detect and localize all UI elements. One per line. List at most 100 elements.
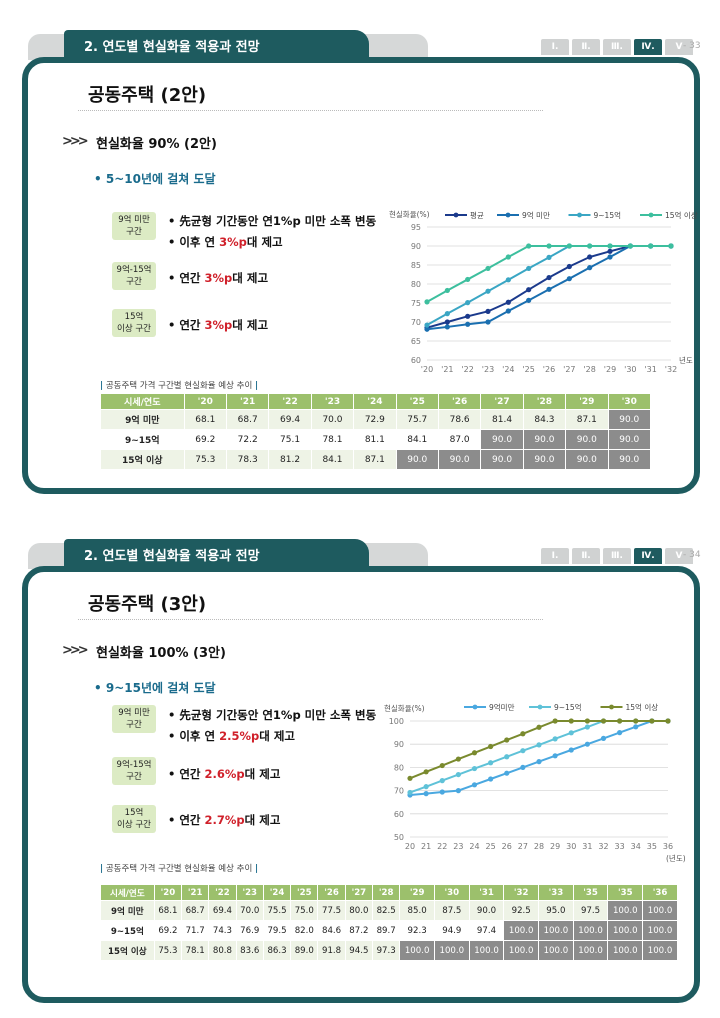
nav-tab-5[interactable]: Ⅴ: [665, 39, 693, 55]
nav-tab-1[interactable]: Ⅰ.: [541, 548, 569, 564]
nav-tab-2[interactable]: Ⅱ.: [572, 548, 600, 564]
data-point: [520, 731, 526, 737]
nav-tab-4[interactable]: Ⅳ.: [634, 548, 662, 564]
table-cell: 90.0: [607, 449, 651, 470]
nav-tab-2[interactable]: Ⅱ.: [572, 39, 600, 55]
bullet-text: 대 제고: [244, 813, 281, 827]
nav-tab-1[interactable]: Ⅰ.: [541, 39, 569, 55]
group-label-line: 구간: [126, 277, 142, 287]
highlight-rate: 3%p: [204, 318, 233, 332]
table-cell: 68.1: [153, 900, 183, 921]
data-point: [488, 776, 494, 782]
data-point: [485, 319, 491, 325]
data-point: [465, 321, 471, 327]
bullet-text: 대 제고: [259, 729, 295, 743]
nav-tab-4[interactable]: Ⅳ.: [634, 39, 662, 55]
data-point: [600, 735, 607, 741]
group-label-line: 구간: [126, 720, 142, 730]
data-point: [444, 324, 450, 330]
table-cell: 100.0: [503, 940, 540, 961]
table-cell: 90.0: [468, 900, 505, 921]
data-point: [648, 243, 654, 249]
table-cell: 69.2: [153, 920, 183, 941]
section-title: 2. 연도별 현실화율 적용과 전망: [64, 539, 369, 566]
data-point: [526, 287, 532, 293]
y-axis-label: 현실화율(%): [384, 703, 425, 713]
x-tick-label: 28: [534, 842, 544, 851]
table-cell: 71.7: [181, 920, 210, 941]
header-year-cell: '23: [235, 884, 264, 901]
data-point: [526, 265, 532, 272]
table-cell: 70.0: [310, 409, 355, 430]
table-cell: 75.0: [290, 900, 319, 921]
bullet-text: 대 제고: [232, 318, 269, 332]
bullet-line: • 이후 연 3%p대 제고: [168, 234, 283, 250]
x-tick-label: '27: [563, 365, 575, 374]
row-header-cell: 9~15억: [100, 429, 185, 450]
header-year-cell: '25: [395, 393, 439, 410]
table-row: 15억 이상 75.3 78.1 80.8 83.6 86.3 89.0 91.8 94.5 97…: [100, 940, 678, 961]
table-cell: 89.0: [290, 940, 319, 961]
data-point: [617, 718, 623, 724]
table-cell: 84.1: [310, 449, 355, 470]
group-label-under-900m: 9억 미만 구간: [112, 705, 156, 733]
table-cell: 100.0: [538, 940, 574, 961]
y-tick-label: 90: [411, 242, 421, 251]
x-tick-label: 23: [453, 842, 463, 851]
data-point: [536, 742, 542, 748]
row-header-cell: 15억 이상: [100, 449, 185, 470]
nav-tab-3[interactable]: Ⅲ.: [603, 548, 631, 564]
table-cell: 90.0: [565, 429, 609, 450]
bullet-line: • 연간 3%p대 제고: [168, 270, 268, 286]
data-point: [505, 254, 511, 260]
series-line: [426, 245, 671, 303]
y-tick-label: 90: [394, 740, 404, 749]
x-tick-label: 29: [550, 842, 560, 851]
table-cell: 100.0: [538, 920, 574, 941]
header-year-cell: '33: [538, 884, 574, 901]
x-tick-label: '31: [644, 365, 656, 374]
header-year-cell: '27: [344, 884, 374, 901]
header-year-cell: '35: [607, 884, 644, 901]
table-cell: 100.0: [572, 940, 609, 961]
data-point: [423, 791, 429, 797]
nav-tab-3[interactable]: Ⅲ.: [603, 39, 631, 55]
data-point: [504, 754, 510, 760]
x-tick-label: '32: [665, 365, 677, 374]
chart-svg: 50 60 70 80 90 100 20 21 22 23 24 25 26 27 28 29 30 31 32 3…: [384, 702, 686, 863]
nav-tab-5[interactable]: Ⅴ: [665, 548, 693, 564]
table-cell: 90.0: [607, 409, 651, 430]
x-tick-label: 30: [566, 842, 576, 851]
data-point: [552, 753, 558, 759]
page-number: - 34: [683, 550, 701, 560]
table-row: 9억 미만 68.1 68.7 69.4 70.0 75.5 75.0 77.5 80.0 82.…: [100, 900, 678, 921]
table-cell: 94.9: [433, 920, 470, 941]
group-label-line: 구간: [126, 227, 142, 237]
y-tick-label: 95: [411, 223, 421, 232]
table-cell: 87.5: [433, 900, 470, 921]
group-label-900m-1500m: 9억-15억 구간: [112, 262, 156, 290]
table-cell: 90.0: [522, 449, 567, 470]
line-chart: 50 60 70 80 90 100 20 21 22 23 24 25 26 27 28 29 30 31 32 3…: [380, 699, 690, 883]
y-tick-label: 60: [394, 810, 404, 819]
data-point: [607, 254, 613, 260]
data-point: [505, 299, 511, 305]
group-label-line: 9억 미만: [118, 708, 150, 718]
data-point: [587, 254, 593, 260]
table-cell: 75.3: [183, 449, 227, 470]
row-header-cell: 9억 미만: [100, 409, 185, 430]
data-point: [668, 243, 674, 249]
header-year-cell: '23: [310, 393, 355, 410]
header-year-cell: '29: [565, 393, 609, 410]
legend-label: 15억 이상: [665, 210, 698, 220]
x-tick-label: 27: [518, 842, 528, 851]
header-year-cell: '30: [607, 393, 651, 410]
highlight-rate: 2.7%p: [204, 813, 245, 827]
header-corner-cell: 시세/연도: [100, 393, 185, 410]
table-cell: 68.7: [225, 409, 270, 430]
bullet-text: • 연간: [168, 318, 205, 332]
table-cell: 100.0: [572, 920, 609, 941]
group-label-line: 9억-15억: [116, 265, 152, 275]
table-cell: 70.0: [235, 900, 264, 921]
series-line: [409, 720, 668, 797]
